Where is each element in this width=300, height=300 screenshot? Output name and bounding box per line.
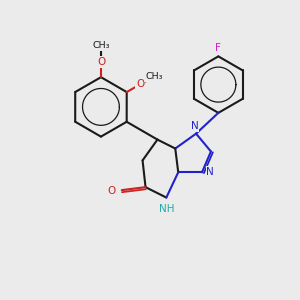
Text: CH₃: CH₃: [92, 41, 110, 50]
Text: O: O: [97, 57, 105, 67]
Text: N: N: [191, 121, 199, 131]
Text: N: N: [206, 167, 214, 177]
Text: O: O: [136, 80, 144, 89]
Text: CH₃: CH₃: [145, 72, 163, 81]
Text: NH: NH: [159, 204, 174, 214]
Text: F: F: [215, 43, 221, 53]
Text: O: O: [108, 186, 116, 196]
